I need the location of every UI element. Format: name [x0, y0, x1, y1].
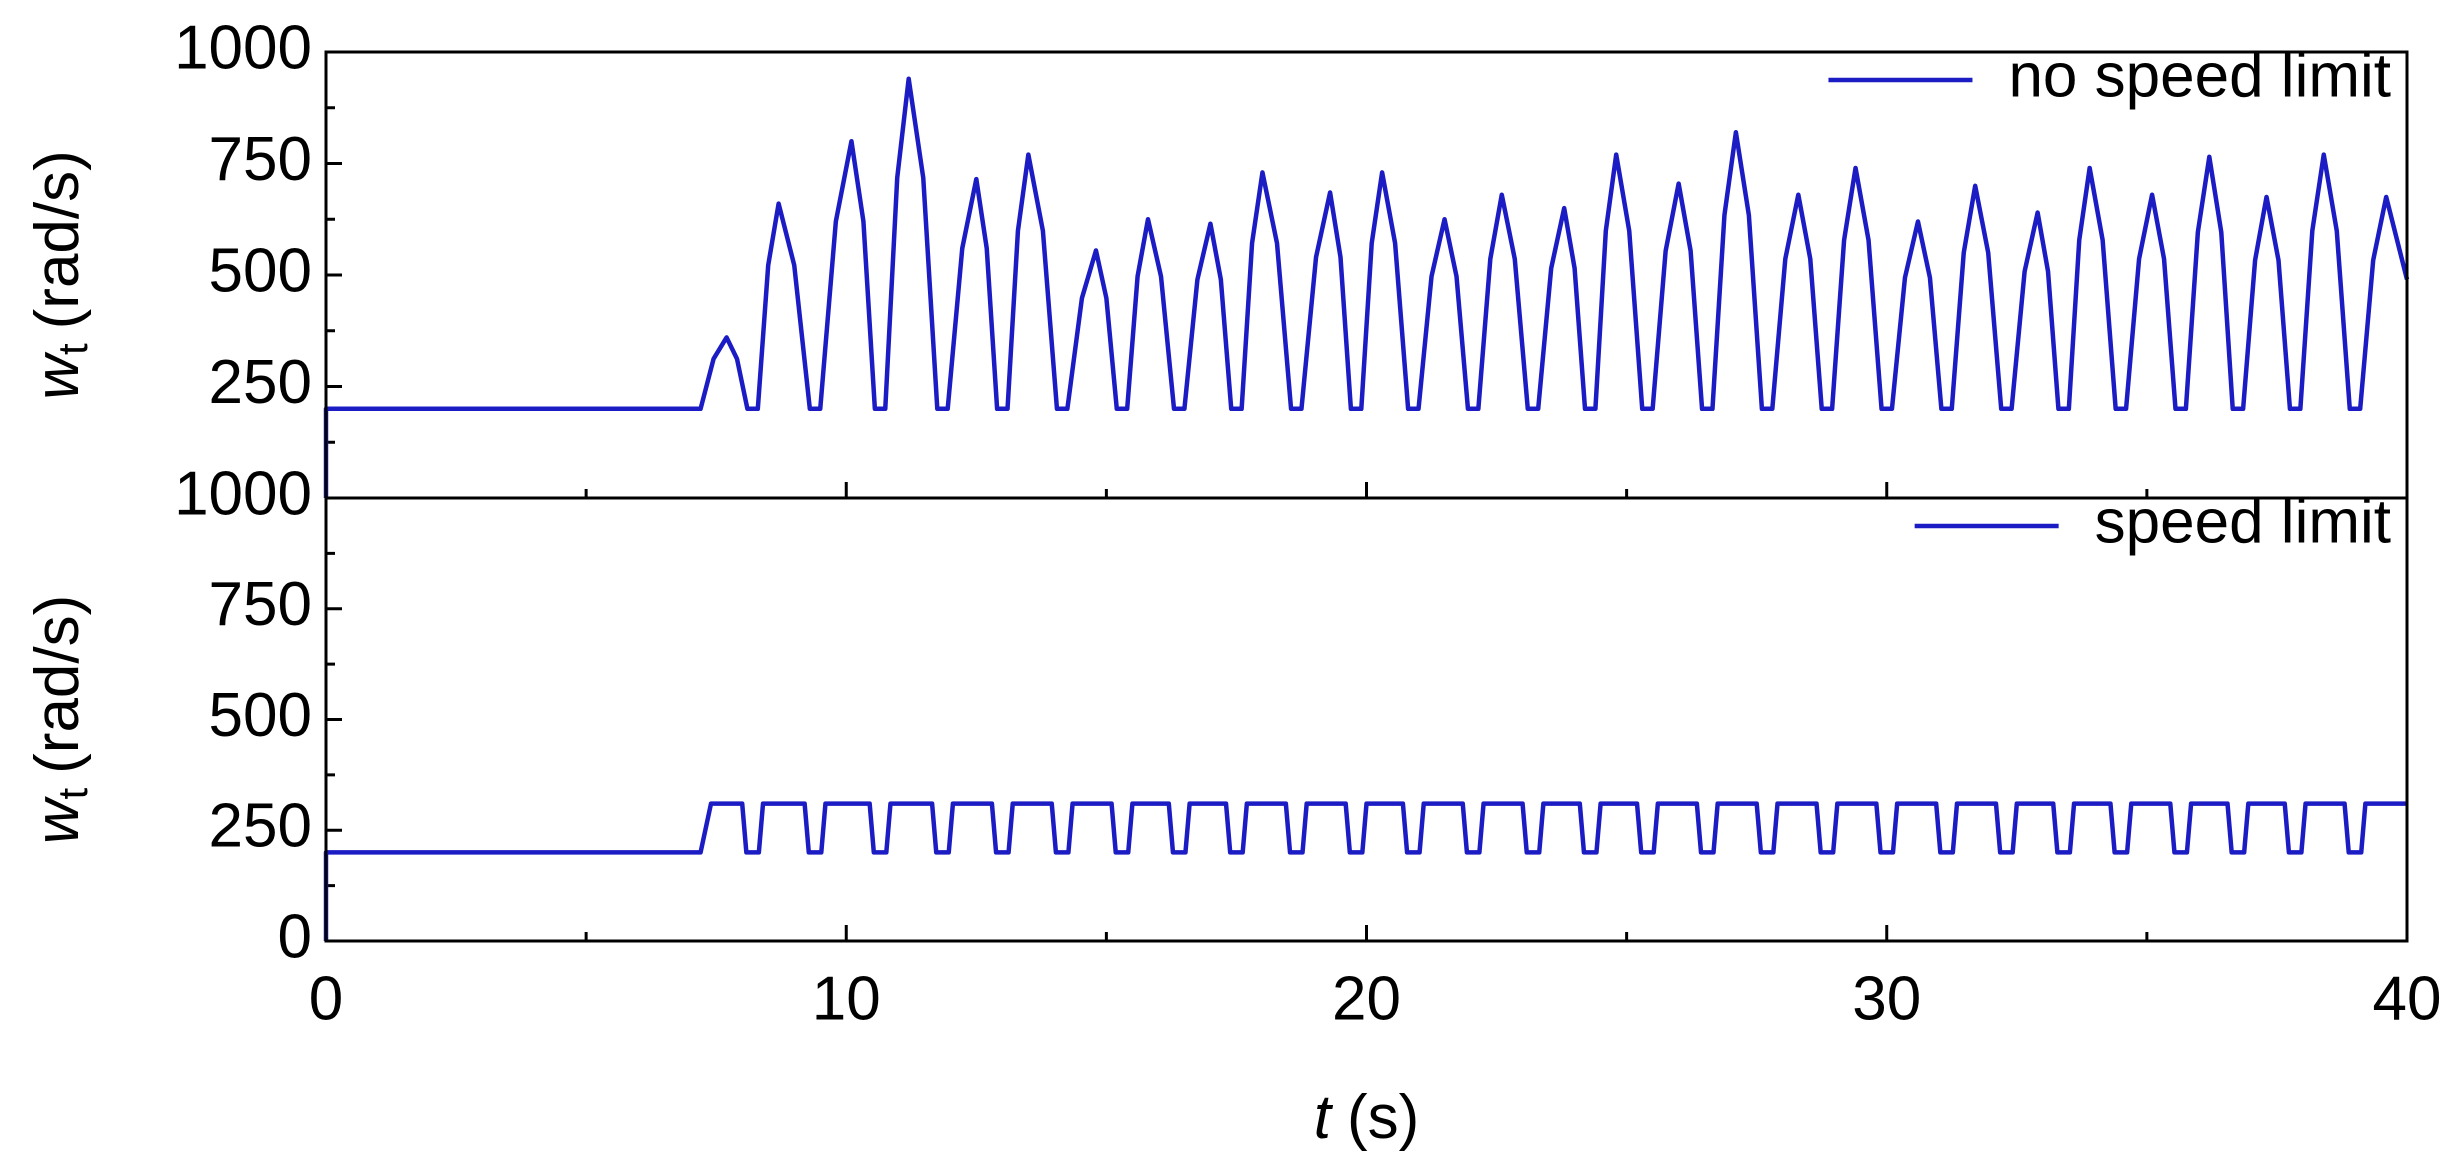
y-tick-label: 1000	[174, 459, 312, 528]
x-tick-label: 20	[1332, 964, 1401, 1033]
data-line	[323, 801, 2407, 941]
y-tick-label: 0	[278, 902, 312, 971]
y-axis-label: wt (rad/s)	[23, 150, 96, 400]
x-axis-label: t (s)	[1314, 1083, 1420, 1152]
y-tick-label: 500	[209, 681, 312, 750]
data-line	[323, 76, 2410, 498]
y-axis-label: wt (rad/s)	[23, 595, 96, 845]
y-tick-label: 250	[209, 348, 312, 417]
y-label-symbol: w	[23, 351, 92, 400]
axes-frame	[324, 496, 2409, 943]
y-label-unit: (rad/s)	[23, 150, 92, 329]
x-tick-label: 10	[812, 964, 881, 1033]
y-tick-label: 500	[209, 236, 312, 305]
y-tick-label: 250	[209, 792, 312, 861]
y-label-unit: (rad/s)	[23, 595, 92, 774]
y-tick-label: 750	[209, 125, 312, 194]
x-tick-label: 40	[2373, 964, 2442, 1033]
y-label-subscript: t	[49, 788, 96, 800]
x-tick-label: 30	[1852, 964, 1921, 1033]
y-tick-label: 1000	[174, 13, 312, 82]
y-label-subscript: t	[49, 343, 96, 355]
y-tick-label: 750	[209, 570, 312, 639]
x-label-symbol: t	[1314, 1083, 1334, 1152]
x-tick-label: 0	[309, 964, 343, 1033]
x-label-unit: (s)	[1347, 1083, 1419, 1152]
y-label-symbol: w	[23, 795, 92, 844]
